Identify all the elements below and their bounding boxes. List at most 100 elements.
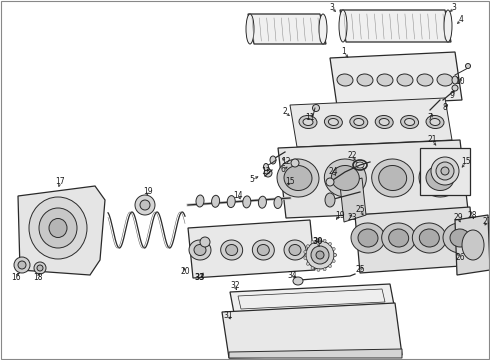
Polygon shape xyxy=(229,349,402,358)
Ellipse shape xyxy=(328,118,339,126)
Polygon shape xyxy=(420,148,470,195)
Ellipse shape xyxy=(264,163,269,171)
Text: 29: 29 xyxy=(453,213,463,222)
Text: 20: 20 xyxy=(180,267,190,276)
Ellipse shape xyxy=(306,262,309,265)
Ellipse shape xyxy=(284,166,312,190)
Ellipse shape xyxy=(437,74,453,86)
Polygon shape xyxy=(188,220,315,278)
Ellipse shape xyxy=(264,169,272,177)
Ellipse shape xyxy=(324,116,343,129)
Ellipse shape xyxy=(34,262,46,274)
Text: 19: 19 xyxy=(335,211,345,220)
Ellipse shape xyxy=(389,229,409,247)
Ellipse shape xyxy=(441,167,449,175)
Polygon shape xyxy=(340,178,366,222)
Text: 32: 32 xyxy=(230,282,240,291)
Ellipse shape xyxy=(227,195,235,208)
Text: 21: 21 xyxy=(427,135,437,144)
Text: 9: 9 xyxy=(449,90,454,99)
Ellipse shape xyxy=(274,197,282,208)
Text: 18: 18 xyxy=(33,274,43,283)
Ellipse shape xyxy=(323,239,326,242)
Text: 8: 8 xyxy=(442,104,447,112)
Text: 12: 12 xyxy=(281,158,291,166)
Ellipse shape xyxy=(196,195,204,207)
Text: 33: 33 xyxy=(195,274,205,283)
Ellipse shape xyxy=(212,195,220,207)
Ellipse shape xyxy=(277,159,319,197)
Polygon shape xyxy=(230,284,394,313)
Ellipse shape xyxy=(331,166,359,190)
Ellipse shape xyxy=(289,244,301,256)
Ellipse shape xyxy=(49,219,67,238)
Ellipse shape xyxy=(304,257,307,260)
Ellipse shape xyxy=(306,241,334,269)
Ellipse shape xyxy=(358,229,378,247)
Ellipse shape xyxy=(462,230,484,260)
Ellipse shape xyxy=(443,223,477,253)
Ellipse shape xyxy=(311,266,314,270)
Text: 24: 24 xyxy=(328,167,338,176)
Polygon shape xyxy=(355,207,475,273)
Text: 5: 5 xyxy=(249,175,254,184)
Ellipse shape xyxy=(379,118,389,126)
Text: 25: 25 xyxy=(355,206,365,215)
Ellipse shape xyxy=(299,116,317,129)
Ellipse shape xyxy=(140,200,150,210)
Polygon shape xyxy=(330,52,462,106)
Ellipse shape xyxy=(220,240,243,260)
Ellipse shape xyxy=(337,74,353,86)
Text: 11: 11 xyxy=(305,113,315,122)
Polygon shape xyxy=(222,303,402,358)
Text: 27: 27 xyxy=(482,217,490,226)
Text: 25: 25 xyxy=(355,266,365,274)
Ellipse shape xyxy=(334,253,337,256)
Polygon shape xyxy=(290,98,452,147)
Ellipse shape xyxy=(452,76,458,84)
Ellipse shape xyxy=(450,229,470,247)
Text: 16: 16 xyxy=(11,274,21,283)
Ellipse shape xyxy=(397,74,413,86)
Ellipse shape xyxy=(317,239,320,242)
Ellipse shape xyxy=(436,162,454,180)
Ellipse shape xyxy=(189,240,211,260)
Polygon shape xyxy=(18,186,105,275)
Polygon shape xyxy=(278,140,468,218)
Text: 26: 26 xyxy=(455,253,465,262)
Ellipse shape xyxy=(200,237,210,247)
Text: 3: 3 xyxy=(330,4,335,13)
Ellipse shape xyxy=(332,247,335,251)
Ellipse shape xyxy=(328,265,332,267)
Ellipse shape xyxy=(39,208,77,248)
Ellipse shape xyxy=(417,74,433,86)
Text: 3: 3 xyxy=(452,4,457,13)
Ellipse shape xyxy=(317,269,320,271)
Ellipse shape xyxy=(328,242,332,246)
Ellipse shape xyxy=(334,253,337,256)
Ellipse shape xyxy=(419,229,440,247)
Ellipse shape xyxy=(311,246,329,264)
Ellipse shape xyxy=(257,244,270,256)
Ellipse shape xyxy=(304,251,307,253)
Ellipse shape xyxy=(419,159,461,197)
Ellipse shape xyxy=(252,240,274,260)
Ellipse shape xyxy=(323,268,326,271)
Polygon shape xyxy=(248,14,326,44)
Ellipse shape xyxy=(135,195,155,215)
Ellipse shape xyxy=(284,240,306,260)
Ellipse shape xyxy=(430,118,440,126)
Text: 31: 31 xyxy=(223,310,233,320)
Ellipse shape xyxy=(357,74,373,86)
Ellipse shape xyxy=(313,104,319,112)
Text: 30: 30 xyxy=(313,238,323,247)
Ellipse shape xyxy=(37,265,43,271)
Ellipse shape xyxy=(339,10,347,42)
Text: 34: 34 xyxy=(287,270,297,279)
Ellipse shape xyxy=(194,244,206,256)
Text: 7: 7 xyxy=(428,113,433,122)
Text: 15: 15 xyxy=(285,177,295,186)
Ellipse shape xyxy=(332,260,335,262)
Ellipse shape xyxy=(316,251,324,259)
Text: 14: 14 xyxy=(233,190,243,199)
